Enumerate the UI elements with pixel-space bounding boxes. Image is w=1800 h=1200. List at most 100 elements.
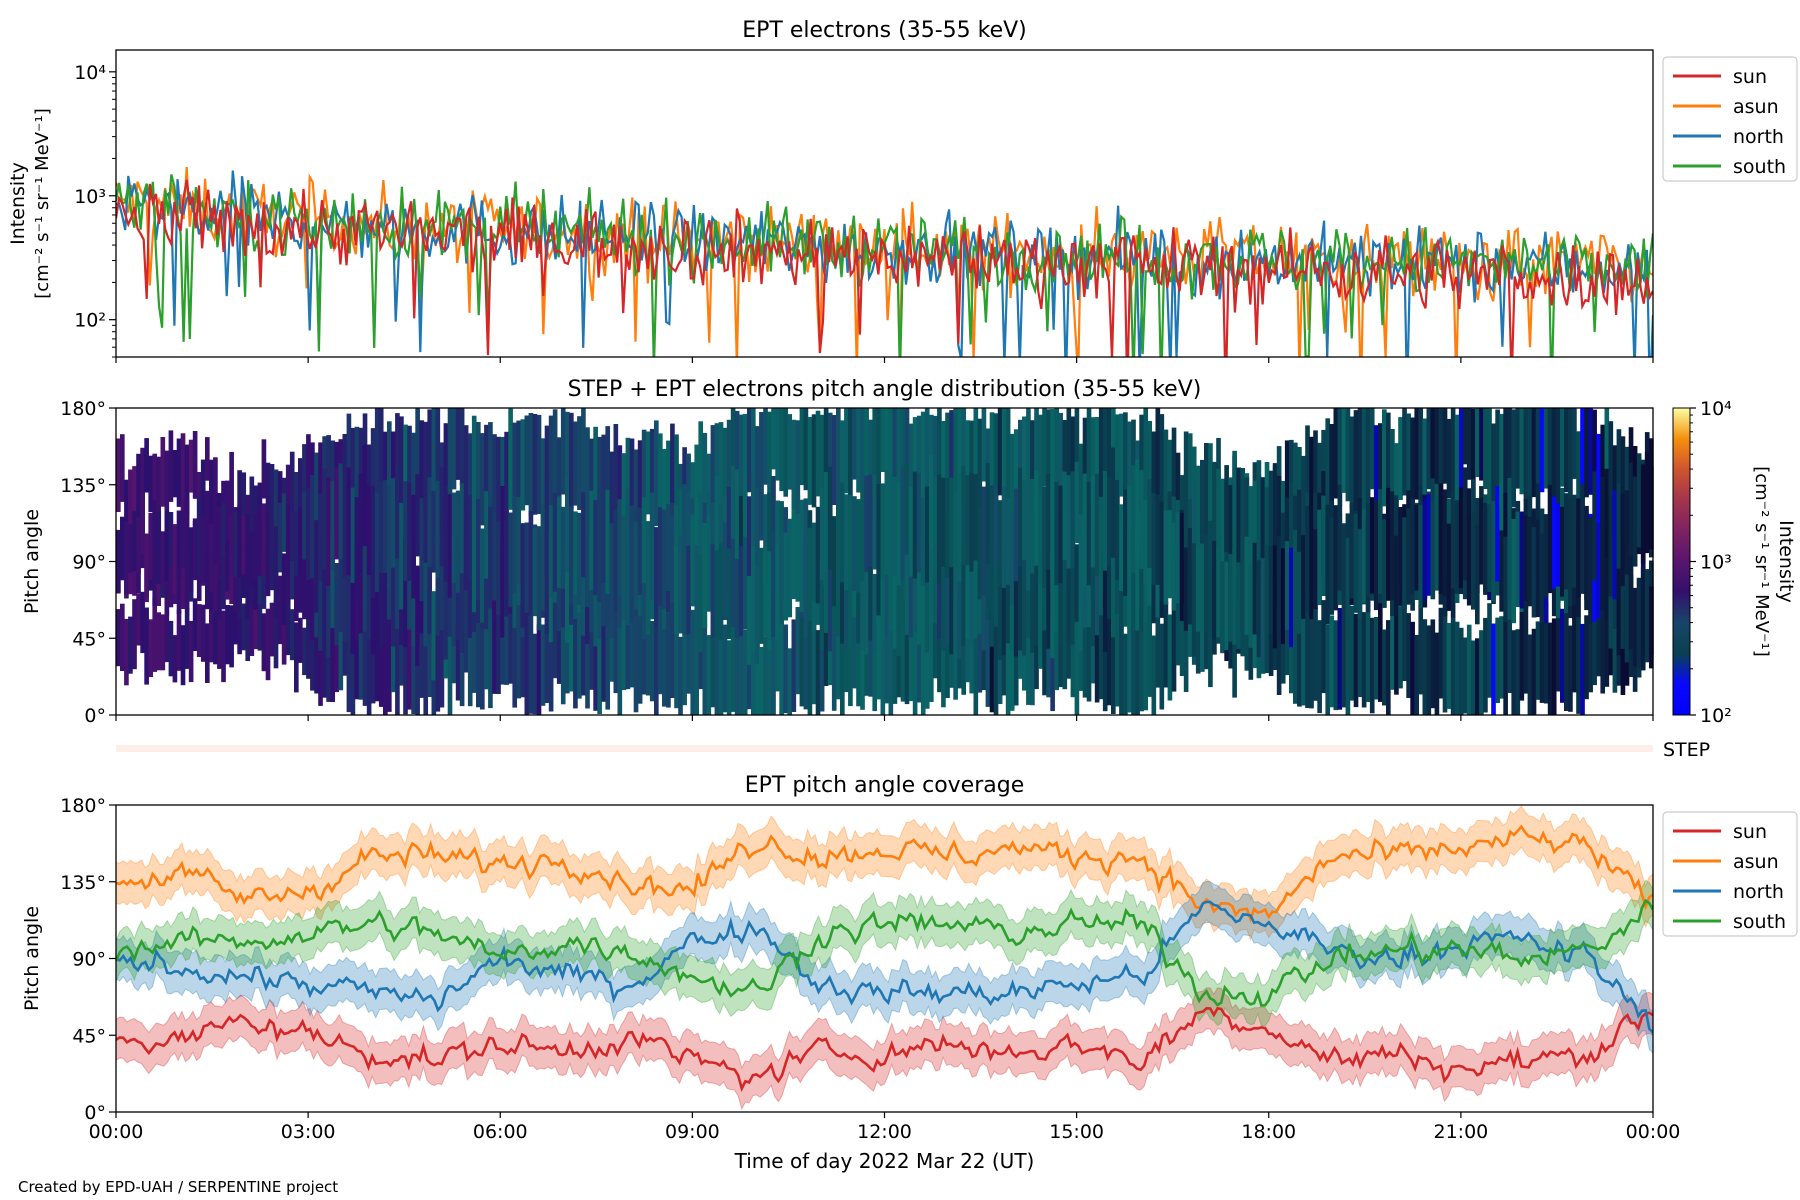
heatmap-cell xyxy=(1519,511,1525,609)
heatmap-cell xyxy=(1612,596,1618,693)
heatmap-cell xyxy=(674,615,679,709)
heatmap-cell xyxy=(1430,500,1436,600)
heatmap-cell xyxy=(1078,443,1084,536)
heatmap-cell xyxy=(1636,577,1642,668)
heatmap-cell xyxy=(1082,473,1088,587)
heatmap-cell xyxy=(164,563,170,616)
heatmap-cell xyxy=(407,598,412,710)
legend-box xyxy=(1662,811,1798,937)
heatmap-cell xyxy=(463,501,469,591)
heatmap-cell xyxy=(532,414,538,515)
heatmap-cell xyxy=(1167,510,1173,599)
heatmap-cell xyxy=(209,523,214,593)
heatmap-cell xyxy=(767,411,772,513)
heatmap-cell xyxy=(447,635,453,715)
heatmap-cell xyxy=(1458,487,1464,589)
heatmap-cell xyxy=(1422,619,1428,715)
heatmap-cell xyxy=(1022,549,1027,656)
heatmap-cell xyxy=(1090,417,1096,504)
heatmap-cell xyxy=(605,426,611,523)
heatmap-cell xyxy=(1491,501,1496,602)
heatmap-cell xyxy=(221,610,226,683)
legend-label-south: south xyxy=(1733,156,1786,178)
heatmap-cell xyxy=(229,515,234,576)
heatmap-cell xyxy=(213,596,218,665)
heatmap-cell xyxy=(427,409,433,515)
heatmap-cell xyxy=(601,542,607,627)
heatmap-cell xyxy=(1070,471,1076,568)
heatmap-cell xyxy=(294,472,299,537)
heatmap-cell xyxy=(1418,408,1424,512)
heatmap-cell xyxy=(1256,560,1262,658)
heatmap-cell xyxy=(285,600,291,656)
heatmap-cell xyxy=(1604,593,1610,687)
heatmap-cell xyxy=(1649,438,1654,550)
heatmap-cell xyxy=(225,605,230,665)
heatmap-cell xyxy=(512,598,518,708)
heatmap-cell xyxy=(443,486,449,582)
heatmap-cell xyxy=(1535,408,1541,491)
heatmap-cell xyxy=(1398,583,1403,689)
heatmap-cell xyxy=(924,486,930,583)
heatmap-cell xyxy=(775,543,780,640)
heatmap-cell xyxy=(864,543,869,655)
heatmap-cell xyxy=(621,453,627,559)
heatmap-cell xyxy=(459,557,465,653)
heatmap-cell xyxy=(1624,565,1630,663)
heatmap-cell xyxy=(912,471,918,579)
heatmap-cell xyxy=(702,432,708,540)
heatmap-cell xyxy=(767,492,772,587)
heatmap-cell xyxy=(730,616,736,712)
heatmap-cell xyxy=(900,408,906,491)
heatmap-cell xyxy=(649,492,655,601)
heatmap-cell xyxy=(1568,625,1573,712)
heatmap-cell xyxy=(302,492,307,560)
heatmap-cell xyxy=(435,539,441,636)
heatmap-cell xyxy=(253,555,259,610)
heatmap-cell xyxy=(633,449,639,536)
heatmap-cell xyxy=(916,604,922,703)
heatmap-cell xyxy=(888,625,894,715)
heatmap-cell xyxy=(128,523,133,573)
heatmap-cell xyxy=(298,458,303,515)
heatmap-cell xyxy=(346,621,352,713)
heatmap-cell xyxy=(1499,413,1504,510)
heatmap-cell xyxy=(1175,512,1181,604)
heatmap-cell xyxy=(484,491,489,579)
heatmap-cell xyxy=(152,546,158,606)
heatmap-cell xyxy=(540,624,546,706)
heatmap-cell xyxy=(1187,433,1193,536)
heatmap-cell xyxy=(435,408,441,496)
heatmap-cell xyxy=(132,466,137,528)
heatmap-cell xyxy=(920,614,926,715)
heatmap-cell xyxy=(759,445,764,541)
heatmap-cell xyxy=(892,611,898,704)
heatmap-cell xyxy=(383,431,388,528)
heatmap-cell xyxy=(484,531,489,630)
heatmap-cell xyxy=(257,508,263,577)
heatmap-cell xyxy=(314,596,319,694)
heatmap-cell xyxy=(124,618,129,686)
heatmap-cell xyxy=(265,551,271,597)
heatmap-cell xyxy=(200,459,206,522)
heatmap-cell xyxy=(156,456,162,529)
heatmap-cell xyxy=(1058,412,1064,514)
heatmap-cell xyxy=(641,541,647,640)
heatmap-cell xyxy=(358,590,364,700)
heatmap-cell xyxy=(1523,408,1529,502)
heatmap-cell xyxy=(641,497,647,584)
heatmap-cell xyxy=(755,631,760,715)
heatmap-cell xyxy=(993,413,999,504)
heatmap-cell xyxy=(1297,447,1302,532)
heatmap-cell xyxy=(573,608,578,709)
heatmap-cell xyxy=(471,506,477,613)
heatmap-cell xyxy=(868,419,873,511)
heatmap-cell xyxy=(807,612,813,715)
y-tick-label: 0° xyxy=(84,1102,106,1124)
heatmap-cell xyxy=(1297,621,1302,707)
heatmap-cell xyxy=(1580,483,1585,594)
heatmap-cell xyxy=(1495,486,1500,582)
heatmap-cell xyxy=(419,498,425,602)
heatmap-cell xyxy=(1090,475,1096,568)
heatmap-cell xyxy=(1531,527,1537,618)
